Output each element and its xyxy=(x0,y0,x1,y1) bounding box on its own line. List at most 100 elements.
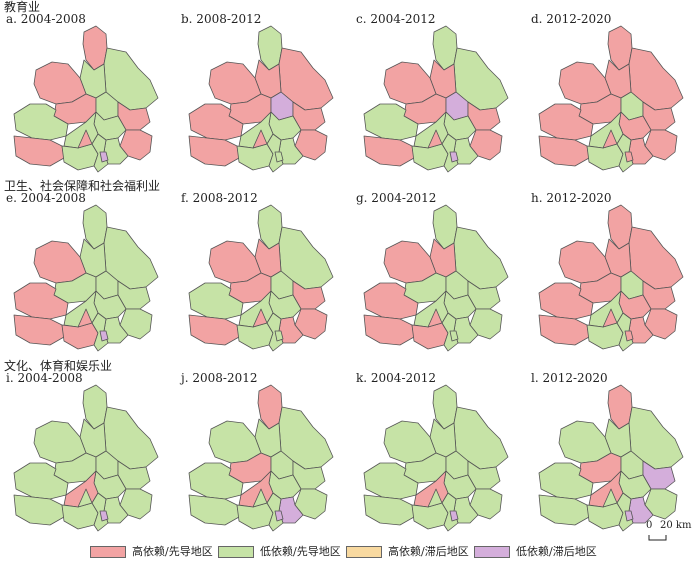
panel-label: k. 2004-2012 xyxy=(356,371,437,385)
district-region xyxy=(558,61,612,105)
district-region xyxy=(624,330,634,342)
district-region xyxy=(236,322,274,350)
legend-label: 高依赖/滞后地区 xyxy=(388,545,469,558)
district-region xyxy=(363,282,419,320)
district-region xyxy=(586,502,624,530)
legend-label: 低依赖/先导地区 xyxy=(260,545,341,558)
district-region xyxy=(13,494,65,526)
district-region xyxy=(586,143,624,171)
district-region xyxy=(274,330,284,342)
district-region xyxy=(427,129,443,149)
district-region xyxy=(61,502,99,530)
district-region xyxy=(624,151,634,163)
district-region xyxy=(33,61,87,105)
panel-label: e. 2004-2008 xyxy=(6,191,86,205)
district-region xyxy=(188,494,240,526)
district-region xyxy=(236,143,274,171)
panel-label: a. 2004-2008 xyxy=(6,12,86,26)
district-region xyxy=(77,129,93,149)
district-region xyxy=(411,322,449,350)
map-svg xyxy=(538,25,684,173)
legend-swatch-high-lead xyxy=(90,546,126,558)
district-region xyxy=(252,129,268,149)
scale-distance: 20 km xyxy=(660,520,692,531)
map-panel: d. 2012-2020 xyxy=(525,12,700,175)
district-region xyxy=(208,240,262,284)
map-panel: l. 2012-2020 xyxy=(525,371,700,534)
legend-swatch-high-lag xyxy=(346,546,382,558)
district-region xyxy=(558,420,612,464)
panel-label: l. 2012-2020 xyxy=(531,371,608,385)
district-region xyxy=(13,314,65,346)
district-region xyxy=(77,488,93,508)
district-region xyxy=(363,494,415,526)
map-svg xyxy=(188,204,334,352)
district-region xyxy=(236,502,274,530)
district-region xyxy=(363,135,415,167)
district-region xyxy=(208,420,262,464)
district-region xyxy=(33,240,87,284)
district-region xyxy=(449,151,459,163)
panel-label: g. 2004-2012 xyxy=(356,191,437,205)
legend-swatch-low-lag xyxy=(474,546,510,558)
scale-zero: 0 xyxy=(646,520,653,531)
map-panel: b. 2008-2012 xyxy=(175,12,350,175)
district-region xyxy=(383,240,437,284)
district-region xyxy=(427,308,443,328)
map-svg xyxy=(188,25,334,173)
panel-label: f. 2008-2012 xyxy=(181,191,258,205)
map-svg xyxy=(13,204,159,352)
panel-label: h. 2012-2020 xyxy=(531,191,612,205)
panel-label: j. 2008-2012 xyxy=(181,371,258,385)
map-panel: i. 2004-2008 xyxy=(0,371,175,534)
legend-label: 低依赖/滞后地区 xyxy=(516,545,597,558)
map-svg xyxy=(188,384,334,532)
map-panel: c. 2004-2012 xyxy=(350,12,525,175)
map-svg xyxy=(363,25,509,173)
district-region xyxy=(188,103,244,141)
district-region xyxy=(411,502,449,530)
map-svg xyxy=(363,204,509,352)
district-region xyxy=(99,330,109,342)
section-title-culture: 文化、体育和娱乐业 xyxy=(4,359,113,373)
district-region xyxy=(538,135,590,167)
district-region xyxy=(13,135,65,167)
panel-label: d. 2012-2020 xyxy=(531,12,612,26)
district-region xyxy=(188,462,244,500)
section-title-education: 教育业 xyxy=(4,0,41,14)
panel-label: c. 2004-2012 xyxy=(356,12,436,26)
district-region xyxy=(99,151,109,163)
district-region xyxy=(449,330,459,342)
scale-bar: 0 20 km xyxy=(640,520,700,544)
district-region xyxy=(188,314,240,346)
legend-label: 高依赖/先导地区 xyxy=(132,545,213,558)
district-region xyxy=(188,282,244,320)
district-region xyxy=(61,143,99,171)
map-panel: g. 2004-2012 xyxy=(350,191,525,354)
district-region xyxy=(538,314,590,346)
district-region xyxy=(538,494,590,526)
district-region xyxy=(383,420,437,464)
district-region xyxy=(602,308,618,328)
map-panel: j. 2008-2012 xyxy=(175,371,350,534)
map-svg xyxy=(13,384,159,532)
district-region xyxy=(411,143,449,171)
map-panel: e. 2004-2008 xyxy=(0,191,175,354)
district-region xyxy=(13,103,69,141)
map-svg xyxy=(13,25,159,173)
map-svg xyxy=(538,204,684,352)
district-region xyxy=(538,462,594,500)
district-region xyxy=(624,510,634,522)
map-panel: h. 2012-2020 xyxy=(525,191,700,354)
district-region xyxy=(274,151,284,163)
district-region xyxy=(538,103,594,141)
district-region xyxy=(252,308,268,328)
district-region xyxy=(363,314,415,346)
district-region xyxy=(188,135,240,167)
district-region xyxy=(602,488,618,508)
map-panel: f. 2008-2012 xyxy=(175,191,350,354)
district-region xyxy=(99,510,109,522)
district-region xyxy=(363,462,419,500)
district-region xyxy=(383,61,437,105)
district-region xyxy=(558,240,612,284)
